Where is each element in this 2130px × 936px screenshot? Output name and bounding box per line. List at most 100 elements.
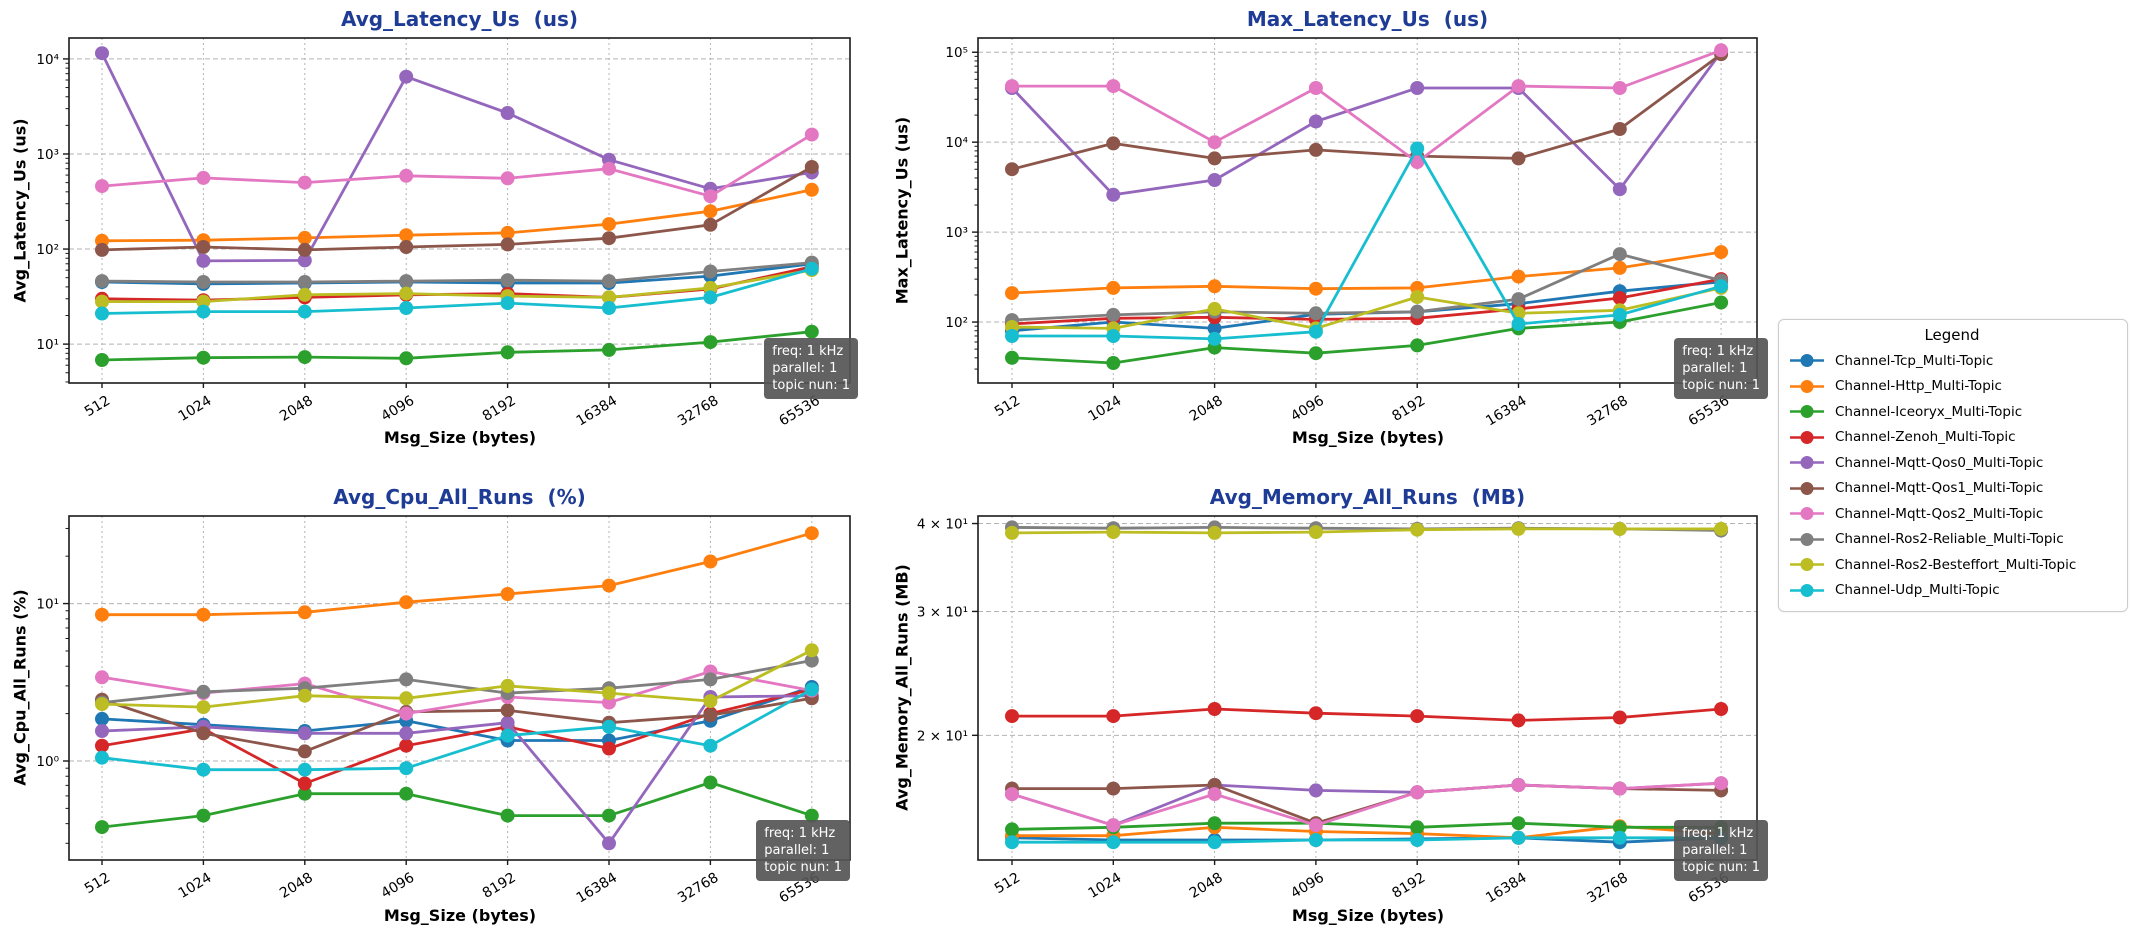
series-line-Channel-Mqtt-Qos2_Multi-Topic: [101, 133, 813, 198]
data-point-Channel-Mqtt-Qos1_Multi-Topic: [297, 744, 312, 759]
series-line-Channel-Mqtt-Qos2_Multi-Topic: [1012, 48, 1722, 164]
data-point-Channel-Mqtt-Qos2_Multi-Topic: [500, 171, 515, 186]
series-line-Channel-Ros2-Besteffort_Multi-Topic: [102, 268, 813, 304]
avg-memory-annotation: freq: 1 kHz parallel: 1 topic nun: 1: [1674, 820, 1768, 882]
xtick-label: 8192: [1389, 393, 1428, 425]
xtick-label: 32768: [1584, 870, 1630, 907]
series-line-Channel-Ros2-Besteffort_Multi-Topic: [1011, 286, 1722, 330]
xtick-label: 2048: [277, 393, 316, 425]
data-point-Channel-Mqtt-Qos2_Multi-Topic: [1410, 785, 1425, 800]
data-point-Channel-Mqtt-Qos2_Multi-Topic: [1410, 155, 1425, 170]
data-point-Channel-Udp_Multi-Topic: [1612, 830, 1627, 845]
data-point-Channel-Tcp_Multi-Topic: [95, 711, 109, 726]
plot-frame: [68, 37, 851, 384]
legend-entry: Channel-Mqtt-Qos0_Multi-Topic: [1787, 450, 2117, 476]
data-point-Channel-Ros2-Reliable_Multi-Topic: [399, 274, 414, 289]
data-point-Channel-Mqtt-Qos1_Multi-Topic: [500, 237, 515, 252]
data-point-Channel-Ros2-Reliable_Multi-Topic: [703, 672, 718, 687]
data-point-Channel-Ros2-Reliable_Multi-Topic: [602, 274, 616, 289]
data-point-Channel-Mqtt-Qos0_Multi-Topic: [1410, 81, 1425, 95]
data-point-Channel-Zenoh_Multi-Topic: [297, 776, 312, 791]
data-point-Channel-Mqtt-Qos2_Multi-Topic: [1207, 135, 1222, 150]
data-point-Channel-Mqtt-Qos0_Multi-Topic: [500, 106, 515, 120]
legend-entry: Channel-Tcp_Multi-Topic: [1787, 348, 2117, 374]
data-point-Channel-Iceoryx_Multi-Topic: [804, 324, 819, 339]
data-point-Channel-Mqtt-Qos2_Multi-Topic: [602, 161, 616, 176]
ytick-label: 4 × 10¹: [917, 517, 968, 533]
series-line-Channel-Udp_Multi-Topic: [101, 267, 813, 315]
data-point-Channel-Mqtt-Qos2_Multi-Topic: [1308, 81, 1323, 95]
data-point-Channel-Iceoryx_Multi-Topic: [1714, 295, 1729, 310]
data-point-Channel-Tcp_Multi-Topic: [1207, 321, 1222, 336]
series-line-Channel-Http_Multi-Topic: [1012, 824, 1722, 840]
data-point-Channel-Mqtt-Qos0_Multi-Topic: [500, 715, 515, 730]
data-point-Channel-Mqtt-Qos0_Multi-Topic: [1207, 173, 1222, 187]
avg-memory-xlabel: Msg_Size (bytes): [1291, 906, 1445, 925]
max-latency-title: Max_Latency_Us (us): [1246, 7, 1489, 31]
data-point-Channel-Mqtt-Qos1_Multi-Topic: [297, 242, 312, 257]
legend-marker-icon: [1790, 583, 1824, 597]
data-point-Channel-Iceoryx_Multi-Topic: [500, 808, 515, 823]
series-line-Channel-Mqtt-Qos0_Multi-Topic: [1010, 51, 1723, 197]
data-point-Channel-Ros2-Besteffort_Multi-Topic: [1207, 301, 1222, 316]
data-point-Channel-Zenoh_Multi-Topic: [1612, 291, 1627, 305]
data-point-Channel-Mqtt-Qos2_Multi-Topic: [703, 189, 718, 204]
series-line-Channel-Mqtt-Qos0_Multi-Topic: [101, 694, 812, 845]
xtick-label: 1024: [1086, 393, 1125, 425]
data-point-Channel-Iceoryx_Multi-Topic: [1308, 346, 1323, 361]
ytick-label: 3 × 10¹: [917, 604, 968, 620]
data-point-Channel-Ros2-Besteffort_Multi-Topic: [95, 294, 109, 309]
data-point-Channel-Ros2-Besteffort_Multi-Topic: [602, 290, 616, 305]
data-point-Channel-Iceoryx_Multi-Topic: [1005, 350, 1019, 365]
data-point-Channel-Zenoh_Multi-Topic: [1511, 713, 1526, 728]
data-point-Channel-Ros2-Reliable_Multi-Topic: [297, 275, 312, 289]
data-point-Channel-Mqtt-Qos2_Multi-Topic: [1714, 776, 1729, 791]
data-point-Channel-Mqtt-Qos0_Multi-Topic: [297, 726, 312, 741]
data-point-Channel-Mqtt-Qos0_Multi-Topic: [1612, 182, 1627, 197]
data-point-Channel-Zenoh_Multi-Topic: [399, 738, 414, 753]
legend-marker-icon: [1790, 456, 1824, 470]
ytick-label: 10⁰: [36, 754, 59, 770]
data-point-Channel-Mqtt-Qos0_Multi-Topic: [399, 726, 414, 741]
avg-latency-chart: 10⁴ 10³ 10² 10¹ 512 1024 2048 4096 8192 16384 3276…: [0, 0, 878, 478]
data-point-Channel-Iceoryx_Multi-Topic: [95, 820, 109, 835]
data-point-Channel-Udp_Multi-Topic: [703, 290, 718, 305]
legend-entry-label: Channel-Udp_Multi-Topic: [1835, 582, 2000, 599]
data-point-Channel-Mqtt-Qos2_Multi-Topic: [95, 179, 109, 194]
legend-entry: Channel-Udp_Multi-Topic: [1787, 578, 2117, 604]
avg-cpu-annotation: freq: 1 kHz parallel: 1 topic nun: 1: [756, 820, 850, 882]
legend-entry: Channel-Zenoh_Multi-Topic: [1787, 425, 2117, 451]
data-point-Channel-Zenoh_Multi-Topic: [602, 741, 616, 756]
data-point-Channel-Mqtt-Qos1_Multi-Topic: [602, 231, 616, 246]
data-point-Channel-Udp_Multi-Topic: [703, 738, 718, 753]
data-point-Channel-Mqtt-Qos1_Multi-Topic: [1207, 151, 1222, 166]
data-point-Channel-Mqtt-Qos1_Multi-Topic: [804, 160, 819, 174]
data-point-Channel-Ros2-Reliable_Multi-Topic: [1308, 306, 1323, 321]
series-line-Channel-Http_Multi-Topic: [101, 188, 813, 243]
series-line-Channel-Ros2-Reliable_Multi-Topic: [101, 261, 812, 284]
data-point-Channel-Http_Multi-Topic: [500, 587, 515, 601]
xtick-label: 16384: [574, 870, 620, 907]
avg-cpu-chart: 10¹ 10⁰ 512 1024 2048 4096 8192 16384 32768 65536…: [0, 478, 878, 936]
data-point-Channel-Iceoryx_Multi-Topic: [1612, 820, 1627, 835]
data-point-Channel-Udp_Multi-Topic: [95, 750, 109, 765]
avg-latency-title: Avg_Latency_Us (us): [340, 7, 579, 31]
legend-marker-icon: [1790, 558, 1824, 572]
data-point-Channel-Udp_Multi-Topic: [804, 261, 819, 276]
data-point-Channel-Http_Multi-Topic: [399, 228, 414, 243]
data-point-Channel-Http_Multi-Topic: [602, 217, 616, 232]
data-point-Channel-Mqtt-Qos2_Multi-Topic: [1005, 787, 1019, 802]
xtick-label: 1024: [176, 393, 215, 425]
data-point-Channel-Udp_Multi-Topic: [1612, 307, 1627, 322]
legend-marker-icon: [1790, 507, 1824, 521]
data-point-Channel-Zenoh_Multi-Topic: [1207, 702, 1222, 716]
series-line-Channel-Ros2-Reliable_Multi-Topic: [101, 659, 813, 704]
data-point-Channel-Http_Multi-Topic: [804, 526, 819, 541]
ytick-label: 10²: [945, 315, 968, 331]
data-point-Channel-Iceoryx_Multi-Topic: [1106, 356, 1121, 370]
legend-entry-label: Channel-Http_Multi-Topic: [1835, 378, 2002, 395]
data-point-Channel-Ros2-Besteffort_Multi-Topic: [297, 287, 312, 302]
data-point-Channel-Udp_Multi-Topic: [602, 719, 616, 734]
data-point-Channel-Iceoryx_Multi-Topic: [196, 350, 211, 365]
data-point-Channel-Ros2-Besteffort_Multi-Topic: [1410, 290, 1425, 304]
